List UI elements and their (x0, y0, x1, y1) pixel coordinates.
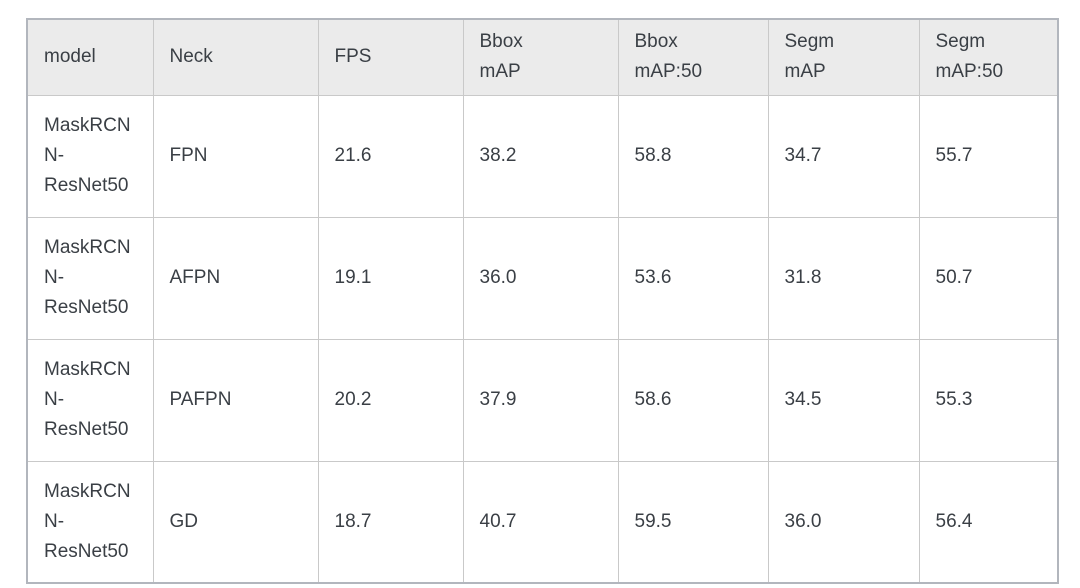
cell-bbox-map: 40.7 (462, 460, 619, 584)
cell-bbox-map50: 53.6 (617, 216, 769, 340)
cell-model: MaskRCNN-ResNet50 (26, 94, 154, 218)
column-header-neck: Neck (152, 18, 319, 96)
benchmark-table-container: model Neck FPS Bbox mAP Bbox mAP:50 Segm… (26, 18, 1059, 584)
table-row-pafpn: MaskRCNN-ResNet50 PAFPN 20.2 37.9 58.6 3… (26, 338, 1059, 462)
cell-bbox-map50: 58.6 (617, 338, 769, 462)
column-header-bbox-map: Bbox mAP (462, 18, 619, 96)
column-header-bbox-map50: Bbox mAP:50 (617, 18, 769, 96)
benchmark-results-table: model Neck FPS Bbox mAP Bbox mAP:50 Segm… (26, 18, 1059, 584)
cell-model: MaskRCNN-ResNet50 (26, 460, 154, 584)
column-header-segm-map50: Segm mAP:50 (918, 18, 1059, 96)
table-body: MaskRCNN-ResNet50 FPN 21.6 38.2 58.8 34.… (26, 94, 1059, 584)
cell-model: MaskRCNN-ResNet50 (26, 338, 154, 462)
table-row-fpn: MaskRCNN-ResNet50 FPN 21.6 38.2 58.8 34.… (26, 94, 1059, 218)
table-row-gd: MaskRCNN-ResNet50 GD 18.7 40.7 59.5 36.0… (26, 460, 1059, 584)
cell-segm-map50: 56.4 (918, 460, 1059, 584)
column-header-model: model (26, 18, 154, 96)
cell-bbox-map: 36.0 (462, 216, 619, 340)
column-header-segm-map: Segm mAP (767, 18, 920, 96)
cell-fps: 19.1 (317, 216, 464, 340)
cell-segm-map50: 50.7 (918, 216, 1059, 340)
cell-bbox-map: 38.2 (462, 94, 619, 218)
cell-fps: 21.6 (317, 94, 464, 218)
cell-bbox-map50: 59.5 (617, 460, 769, 584)
cell-neck: AFPN (152, 216, 319, 340)
cell-segm-map: 31.8 (767, 216, 920, 340)
cell-segm-map: 34.5 (767, 338, 920, 462)
column-header-fps: FPS (317, 18, 464, 96)
cell-neck: GD (152, 460, 319, 584)
cell-model: MaskRCNN-ResNet50 (26, 216, 154, 340)
cell-bbox-map50: 58.8 (617, 94, 769, 218)
cell-segm-map50: 55.3 (918, 338, 1059, 462)
cell-bbox-map: 37.9 (462, 338, 619, 462)
cell-fps: 18.7 (317, 460, 464, 584)
cell-segm-map: 34.7 (767, 94, 920, 218)
cell-segm-map: 36.0 (767, 460, 920, 584)
cell-neck: FPN (152, 94, 319, 218)
cell-fps: 20.2 (317, 338, 464, 462)
cell-neck: PAFPN (152, 338, 319, 462)
header-row: model Neck FPS Bbox mAP Bbox mAP:50 Segm… (26, 18, 1059, 96)
table-header: model Neck FPS Bbox mAP Bbox mAP:50 Segm… (26, 18, 1059, 96)
cell-segm-map50: 55.7 (918, 94, 1059, 218)
table-row-afpn: MaskRCNN-ResNet50 AFPN 19.1 36.0 53.6 31… (26, 216, 1059, 340)
